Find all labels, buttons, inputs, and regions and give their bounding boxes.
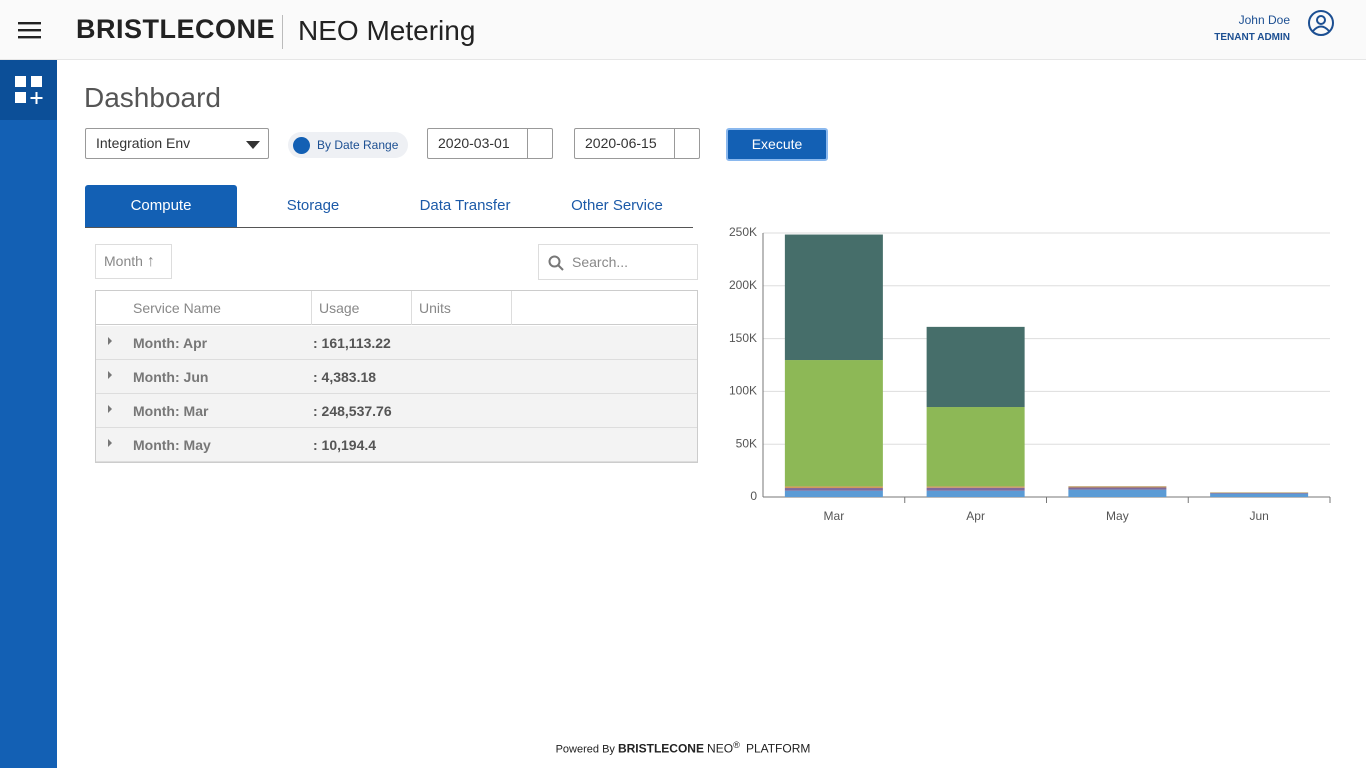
bar-segment <box>1210 492 1309 494</box>
divider <box>282 15 283 49</box>
bar-segment <box>926 407 1025 487</box>
x-tick-label: Jun <box>1249 509 1268 523</box>
env-value: Integration Env <box>96 135 191 151</box>
x-tick-label: Apr <box>966 509 985 523</box>
bar-segment <box>784 360 883 487</box>
user-name: John Doe <box>1238 13 1290 27</box>
expand-arrow <box>108 371 112 379</box>
group-row[interactable] <box>96 394 697 428</box>
footer-platform: PLATFORM <box>745 741 811 756</box>
tab-underline <box>85 227 693 228</box>
tab[interactable]: Other Service <box>571 197 663 214</box>
bar-segment <box>926 326 1025 408</box>
y-tick-label: 50K <box>736 436 757 450</box>
toggle-label: By Date Range <box>317 138 399 152</box>
tab[interactable]: Compute <box>85 185 237 227</box>
bar-segment <box>926 490 1025 497</box>
env-select[interactable]: Integration Env <box>85 128 269 159</box>
page-title: Dashboard <box>84 82 221 113</box>
expand-arrow <box>108 337 112 345</box>
brand-logo: BRISTLECONE <box>76 14 276 44</box>
user-role: TENANT ADMIN <box>1214 32 1290 43</box>
footer-powered: Powered By <box>555 743 615 756</box>
bar-segment <box>784 488 883 491</box>
y-tick-label: 250K <box>729 225 757 239</box>
group-total: : 248,537.76 <box>313 403 392 419</box>
group-label: Month: Apr <box>133 335 208 351</box>
group-row[interactable] <box>96 360 697 394</box>
start-date[interactable]: 2020-03-01 <box>427 128 553 159</box>
column-header: Units <box>412 291 512 325</box>
tab[interactable]: Data Transfer <box>419 197 511 214</box>
grid <box>95 290 698 463</box>
y-tick-label: 150K <box>729 331 757 345</box>
start-date-value: 2020-03-01 <box>438 135 510 151</box>
group-total: : 161,113.22 <box>313 335 391 351</box>
column-header: Service Name <box>96 291 312 325</box>
footer: Powered By BRISTLECONE NEO® PLATFORM <box>0 740 1366 756</box>
grid-header <box>96 291 697 325</box>
bar-segment <box>926 486 1025 488</box>
expand-arrow <box>108 439 112 447</box>
footer-reg: ® <box>733 740 740 750</box>
bar-segment <box>1068 486 1167 488</box>
end-date[interactable]: 2020-06-15 <box>574 128 700 159</box>
group-row[interactable] <box>96 428 697 462</box>
search-box[interactable]: Search... <box>538 244 698 280</box>
group-chip[interactable]: Month ↑ <box>95 244 172 279</box>
footer-brand: BRISTLECONE <box>617 741 704 756</box>
group-label: Month: May <box>133 437 211 453</box>
group-label: Month: Jun <box>133 369 209 385</box>
bar-segment <box>784 234 883 361</box>
header <box>0 0 1366 60</box>
bar-segment <box>1210 493 1309 497</box>
date-range-toggle[interactable]: By Date Range <box>288 132 408 158</box>
y-tick-label: 200K <box>729 278 757 292</box>
expand-arrow <box>108 405 112 413</box>
group-label: Month: Mar <box>133 403 209 419</box>
group-row[interactable] <box>96 326 697 360</box>
x-tick-label: May <box>1106 509 1129 523</box>
footer-neo: NEO <box>707 741 734 756</box>
user-icon[interactable] <box>1307 9 1335 37</box>
dashboard-nav[interactable] <box>0 60 57 120</box>
execute-button[interactable]: Execute <box>726 128 828 161</box>
sidebar <box>0 60 57 768</box>
app-title: NEO Metering <box>298 15 476 46</box>
menu-icon[interactable] <box>18 22 42 40</box>
group-total: : 4,383.18 <box>313 369 377 385</box>
bar-segment <box>784 490 883 497</box>
y-tick-label: 0 <box>750 489 757 503</box>
tab[interactable]: Storage <box>286 197 340 214</box>
end-date-value: 2020-06-15 <box>585 135 657 151</box>
group-label: Month <box>104 253 143 269</box>
bar-segment <box>1068 487 1167 490</box>
search-placeholder: Search... <box>572 254 629 270</box>
x-tick-label: Mar <box>824 509 845 523</box>
group-total: : 10,194.4 <box>313 437 377 453</box>
bar-segment <box>926 487 1025 491</box>
bar-segment <box>784 486 883 489</box>
column-header: Usage <box>312 291 412 325</box>
bar-segment <box>1068 489 1167 497</box>
y-tick-label: 100K <box>729 384 757 398</box>
